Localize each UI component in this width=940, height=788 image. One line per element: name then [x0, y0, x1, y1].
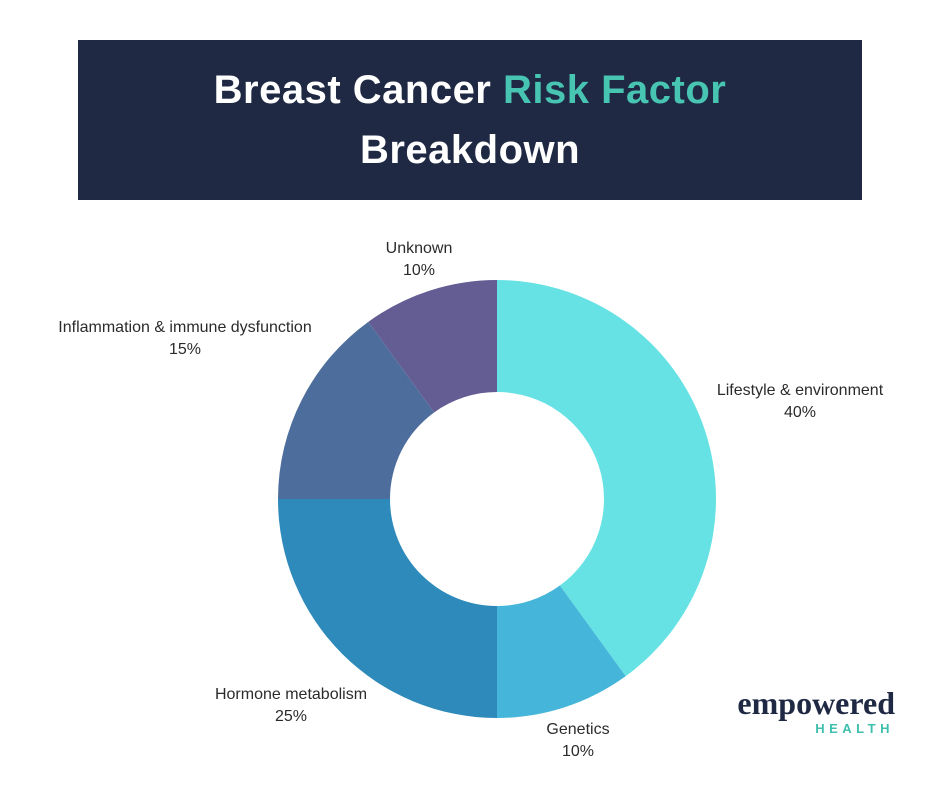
slice-label-text: Hormone metabolism — [214, 686, 368, 703]
title-text-white: Breast Cancer — [213, 68, 503, 112]
donut-slice-inflammation-immune-dysfunction — [278, 321, 435, 499]
donut-slice-genetics — [497, 585, 626, 718]
slice-label-pct: 25% — [274, 708, 308, 725]
title-line-2: Breakdown — [359, 128, 581, 172]
slice-label-pct: 15% — [168, 341, 202, 358]
title-line-1: Breast Cancer Risk Factor — [214, 60, 727, 120]
slice-label-text: Lifestyle & environment — [716, 382, 884, 399]
slice-label-lifestyle: Lifestyle & environment 40% — [717, 380, 883, 424]
slice-label-pct: 40% — [783, 404, 817, 421]
slice-label-text: Inflammation & immune dysfunction — [58, 319, 312, 336]
donut-slice-unknown — [368, 280, 497, 413]
slice-label-inflammation: Inflammation & immune dysfunction 15% — [58, 317, 311, 361]
title-text-accent: Risk Factor — [503, 68, 727, 112]
slice-label-text: Unknown — [385, 240, 453, 257]
title-banner: Breast Cancer Risk Factor Breakdown — [78, 40, 862, 200]
slice-label-hormone: Hormone metabolism 25% — [215, 684, 367, 728]
slice-label-pct: 10% — [561, 743, 595, 760]
donut-slice-hormone-metabolism — [278, 499, 497, 718]
slice-label-pct: 10% — [402, 262, 436, 279]
donut-slice-lifestyle-environment — [497, 280, 716, 677]
brand-logo-subtext: HEALTH — [815, 721, 894, 736]
slice-label-genetics: Genetics 10% — [546, 719, 609, 763]
page-title: Breast Cancer Risk Factor Breakdown — [214, 60, 727, 180]
brand-logo: empowered HEALTH — [737, 686, 895, 736]
brand-logo-wordmark: empowered — [737, 685, 895, 721]
slice-label-unknown: Unknown 10% — [386, 238, 453, 282]
slice-label-text: Genetics — [546, 721, 610, 738]
